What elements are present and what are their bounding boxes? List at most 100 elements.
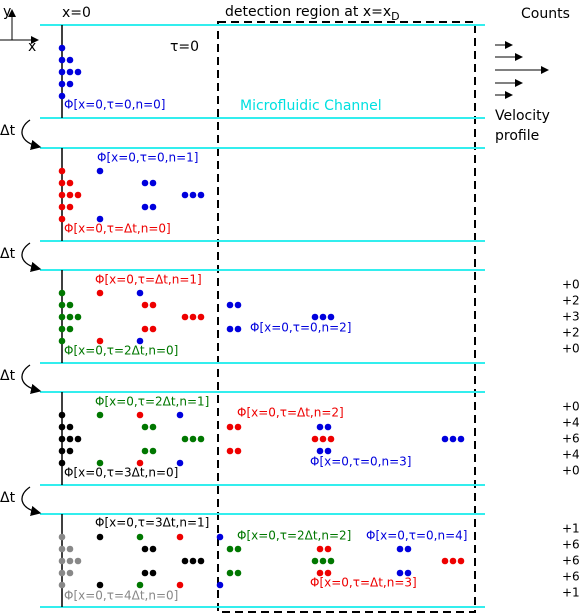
particle: [58, 447, 66, 455]
particle: [66, 423, 74, 431]
count: +2: [562, 294, 580, 308]
particle: [66, 203, 74, 211]
particle: [449, 557, 457, 565]
particle: [149, 203, 157, 211]
count: +6: [562, 570, 580, 584]
particle: [66, 80, 74, 88]
particle: [181, 191, 189, 199]
particle: [189, 557, 197, 565]
particle: [58, 215, 66, 223]
particle: [149, 569, 157, 577]
particle: [58, 80, 66, 88]
particle: [58, 301, 66, 309]
particle: [234, 325, 242, 333]
particle: [234, 301, 242, 309]
counts-title: Counts: [521, 6, 570, 22]
velocity-label: Velocity: [495, 108, 550, 124]
phi-label: Φ[x=0,τ=2Δt,n=1]: [95, 395, 209, 409]
particle: [197, 557, 205, 565]
particle: [396, 545, 404, 553]
particle: [319, 435, 327, 443]
particle: [197, 435, 205, 443]
particle: [58, 203, 66, 211]
particle: [96, 215, 104, 223]
count: +6: [562, 554, 580, 568]
particle: [181, 557, 189, 565]
particle: [58, 92, 66, 100]
particle: [176, 411, 184, 419]
axis-x: x: [28, 39, 36, 55]
x0-label: x=0: [62, 5, 91, 21]
count: +0: [562, 278, 580, 292]
step-label: Δt: [0, 490, 16, 506]
particle: [58, 459, 66, 467]
particle: [66, 301, 74, 309]
particle: [141, 423, 149, 431]
particle: [58, 191, 66, 199]
particle: [58, 179, 66, 187]
count: +1: [562, 522, 580, 536]
particle: [311, 435, 319, 443]
particle: [176, 581, 184, 589]
particle: [66, 545, 74, 553]
particle: [457, 557, 465, 565]
particle: [66, 325, 74, 333]
particle: [324, 447, 332, 455]
phi-label: Φ[x=0,τ=4Δt,n=0]: [64, 589, 178, 603]
step-label: Δt: [0, 123, 16, 139]
particle: [58, 289, 66, 297]
particle: [66, 435, 74, 443]
particle: [234, 569, 242, 577]
particle: [181, 435, 189, 443]
particle: [316, 569, 324, 577]
phi-label: Φ[x=0,τ=2Δt,n=2]: [237, 529, 351, 543]
particle: [189, 313, 197, 321]
particle: [441, 557, 449, 565]
particle: [216, 533, 224, 541]
particle: [136, 581, 144, 589]
particle: [327, 557, 335, 565]
particle: [316, 447, 324, 455]
particle: [136, 289, 144, 297]
particle: [58, 411, 66, 419]
particle: [96, 411, 104, 419]
count: +4: [562, 448, 580, 462]
particle: [141, 447, 149, 455]
particle: [324, 423, 332, 431]
particle: [197, 191, 205, 199]
particle: [324, 545, 332, 553]
particle: [66, 313, 74, 321]
particle: [96, 459, 104, 467]
particle: [396, 569, 404, 577]
count: +6: [562, 432, 580, 446]
phi-label: Φ[x=0,τ=Δt,n=0]: [64, 222, 171, 236]
particle: [58, 337, 66, 345]
particle: [66, 447, 74, 455]
particle: [58, 533, 66, 541]
axis-y: y: [3, 4, 11, 20]
particle: [74, 557, 82, 565]
step-arrow: [21, 119, 42, 151]
particle: [141, 301, 149, 309]
phi-label: Φ[x=0,τ=0,n=4]: [366, 529, 467, 543]
particle: [216, 581, 224, 589]
particle: [141, 569, 149, 577]
phi-label: Φ[x=0,τ=Δt,n=3]: [310, 576, 417, 590]
particle: [149, 545, 157, 553]
particle: [176, 459, 184, 467]
particle: [58, 325, 66, 333]
particle: [327, 313, 335, 321]
particle: [74, 435, 82, 443]
particle: [141, 203, 149, 211]
phi-label: Φ[x=0,τ=0,n=0]: [64, 98, 165, 112]
particle: [316, 423, 324, 431]
particle: [226, 447, 234, 455]
particle: [189, 435, 197, 443]
particle: [226, 423, 234, 431]
particle: [404, 569, 412, 577]
particle: [197, 313, 205, 321]
particle: [404, 545, 412, 553]
particle: [58, 167, 66, 175]
particle: [74, 313, 82, 321]
tau0: τ=0: [170, 39, 199, 55]
